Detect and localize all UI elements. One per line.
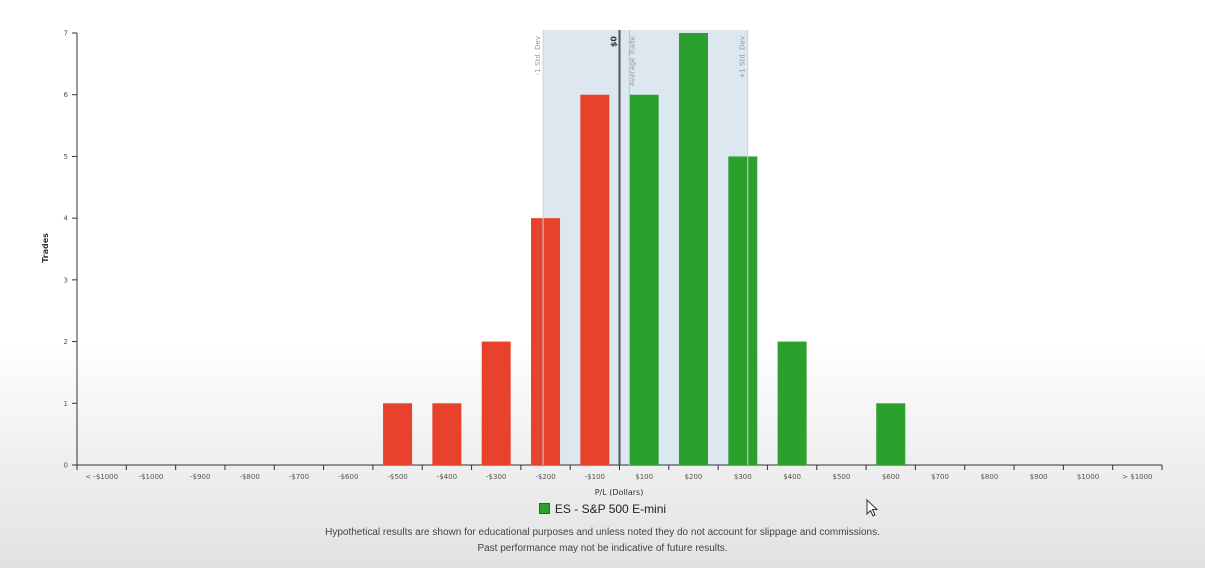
x-tick-label: $800: [980, 473, 998, 481]
y-tick-label: 4: [64, 215, 69, 223]
legend-swatch: [538, 503, 550, 514]
x-tick-label: -$800: [239, 473, 259, 481]
bar: [728, 156, 758, 465]
x-tick-label: -$200: [535, 473, 555, 481]
bar: [580, 94, 610, 465]
x-tick-label: > $1000: [1122, 473, 1152, 481]
y-tick-label: 3: [64, 276, 68, 284]
mouse-cursor-icon: [866, 499, 879, 517]
legend-series-name: ES - S&P 500 E-mini: [554, 502, 667, 516]
x-tick-label: -$300: [486, 473, 506, 481]
y-axis-title: Trades: [41, 233, 50, 263]
pl-histogram-chart: 0 1 2 3 4 5 6 7 < -$1000 -$1000 -$900 -$800 -$700 -$6…: [41, 30, 1163, 497]
y-tick-label: 2: [64, 338, 68, 346]
bar: [531, 218, 561, 465]
x-tick-label: -$900: [190, 473, 210, 481]
x-tick-label: -$1000: [139, 473, 164, 481]
bar: [876, 403, 906, 465]
y-tick-label: 6: [64, 91, 69, 99]
reference-lines: -1 Std. Dev $0 Average Trade +1 Std. Dev: [534, 30, 749, 465]
x-tick-label: $500: [833, 473, 851, 481]
x-tick-label: -$400: [437, 473, 457, 481]
y-tick-label: 5: [64, 153, 68, 161]
bar: [432, 403, 462, 465]
x-tick-label: $300: [734, 473, 752, 481]
bar: [481, 341, 511, 465]
zero-label: $0: [610, 36, 619, 48]
y-tick-label: 7: [64, 30, 68, 38]
disclaimer-line-2: Past performance may not be indicative o…: [477, 543, 728, 554]
bar: [629, 94, 659, 465]
bar: [678, 33, 708, 465]
x-tick-label: $700: [931, 473, 949, 481]
x-tick-label: -$500: [387, 473, 407, 481]
x-tick-label: < -$1000: [85, 473, 118, 481]
average-trade-label: Average Trade: [628, 36, 636, 86]
minus-std-label: -1 Std. Dev: [534, 36, 542, 75]
bar: [777, 341, 807, 465]
x-tick-label: $1000: [1077, 473, 1099, 481]
x-tick-label: $400: [783, 473, 801, 481]
bars: [383, 33, 906, 465]
disclaimer-line-1: Hypothetical results are shown for educa…: [325, 527, 880, 538]
y-tick-label: 1: [64, 400, 68, 408]
plus-std-label: +1 Std. Dev: [739, 36, 747, 78]
x-tick-label: $600: [882, 473, 900, 481]
x-tick-label: $900: [1030, 473, 1048, 481]
x-tick-label: -$100: [585, 473, 605, 481]
x-tick-label: -$600: [338, 473, 358, 481]
x-tick-label: -$700: [289, 473, 309, 481]
bar: [383, 403, 413, 465]
legend[interactable]: ES - S&P 500 E-mini: [0, 502, 1205, 516]
x-tick-label: $200: [685, 473, 703, 481]
x-axis-title: P/L (Dollars): [595, 488, 644, 497]
x-tick-label: $100: [635, 473, 653, 481]
y-tick-label: 0: [64, 462, 68, 470]
